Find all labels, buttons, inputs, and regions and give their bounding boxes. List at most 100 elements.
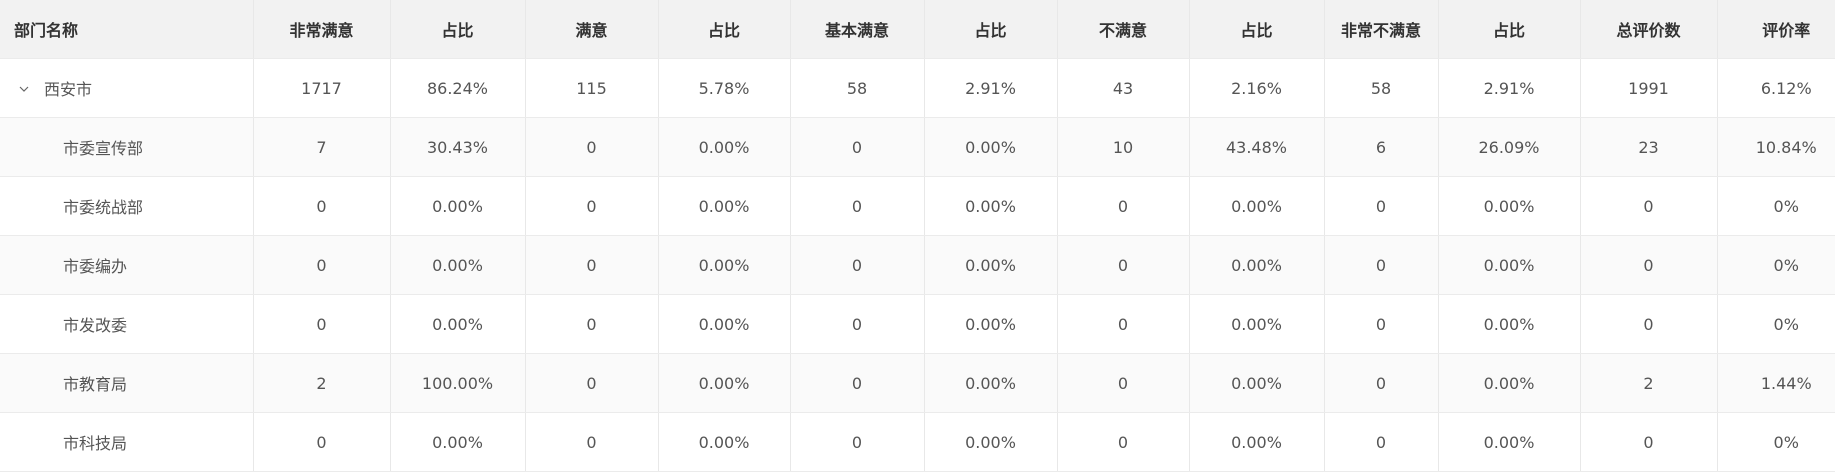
table-cell: 0: [1057, 235, 1190, 295]
table-cell: 115: [525, 58, 659, 118]
table-row[interactable]: 市委编办 0 0.00% 0 0.00% 0 0.00% 0 0.00% 0 0.00% 0 0%: [0, 235, 1835, 295]
header-very-dissatisfied[interactable]: 非常不满意: [1324, 0, 1439, 59]
header-very-satisfied[interactable]: 非常满意: [253, 0, 391, 59]
header-evaluation-rate[interactable]: 评价率: [1717, 0, 1835, 59]
header-department-name[interactable]: 部门名称: [0, 0, 254, 59]
department-name: 市发改委: [63, 316, 128, 335]
table-cell: 0: [1580, 235, 1718, 295]
table-cell: 0: [525, 235, 659, 295]
table-cell: 0.00%: [390, 294, 526, 354]
table-cell: 10.84%: [1717, 117, 1835, 177]
table-cell: 1717: [253, 58, 391, 118]
header-dissatisfied[interactable]: 不满意: [1057, 0, 1190, 59]
header-basically-satisfied-ratio[interactable]: 占比: [924, 0, 1058, 59]
table-cell: 0: [1057, 412, 1190, 472]
table-cell: 0: [1057, 353, 1190, 413]
table-cell: 0: [790, 176, 925, 236]
table-cell: 0.00%: [658, 235, 791, 295]
table-cell: 2.16%: [1189, 58, 1325, 118]
header-satisfied[interactable]: 满意: [525, 0, 659, 59]
header-satisfied-ratio[interactable]: 占比: [658, 0, 791, 59]
table-cell: 0: [790, 235, 925, 295]
table-cell: 0: [253, 235, 391, 295]
table-cell: 0: [1324, 294, 1439, 354]
table-cell: 0.00%: [658, 412, 791, 472]
table-cell: 0: [1324, 412, 1439, 472]
department-name: 市委统战部: [63, 198, 144, 217]
header-dissatisfied-ratio[interactable]: 占比: [1189, 0, 1325, 59]
table-cell: 2.91%: [1438, 58, 1581, 118]
table-cell: 0: [790, 412, 925, 472]
table-row[interactable]: 西安市 1717 86.24% 115 5.78% 58 2.91% 43 2.16% 58 2.9…: [0, 58, 1835, 118]
table-cell: 6.12%: [1717, 58, 1835, 118]
table-cell: 0.00%: [390, 235, 526, 295]
table-cell: 0: [790, 353, 925, 413]
department-name: 市委编办: [63, 257, 128, 276]
table-cell: 0: [1580, 176, 1718, 236]
department-name: 市委宣传部: [63, 139, 144, 158]
table-cell: 0.00%: [1438, 235, 1581, 295]
table-cell: 0.00%: [658, 176, 791, 236]
department-name-cell: 市委统战部: [0, 176, 254, 236]
table-cell: 0.00%: [924, 353, 1058, 413]
header-very-satisfied-ratio[interactable]: 占比: [390, 0, 526, 59]
table-cell: 43.48%: [1189, 117, 1325, 177]
table-cell: 0.00%: [924, 235, 1058, 295]
table-cell: 26.09%: [1438, 117, 1581, 177]
table-cell: 0: [1057, 176, 1190, 236]
table-cell: 58: [790, 58, 925, 118]
chevron-down-icon[interactable]: [18, 83, 30, 95]
table-cell: 0: [525, 412, 659, 472]
table-row[interactable]: 市发改委 0 0.00% 0 0.00% 0 0.00% 0 0.00% 0 0.00% 0 0%: [0, 294, 1835, 354]
table-cell: 100.00%: [390, 353, 526, 413]
table-cell: 0.00%: [1189, 176, 1325, 236]
table-cell: 6: [1324, 117, 1439, 177]
table-cell: 86.24%: [390, 58, 526, 118]
table-row[interactable]: 市科技局 0 0.00% 0 0.00% 0 0.00% 0 0.00% 0 0.00% 0 0%: [0, 412, 1835, 472]
header-basically-satisfied[interactable]: 基本满意: [790, 0, 925, 59]
table-cell: 0.00%: [1189, 294, 1325, 354]
table-cell: 0.00%: [658, 294, 791, 354]
table-cell: 0: [525, 353, 659, 413]
table-cell: 1991: [1580, 58, 1718, 118]
table-cell: 0.00%: [1438, 412, 1581, 472]
table-cell: 1.44%: [1717, 353, 1835, 413]
table-cell: 0: [1324, 176, 1439, 236]
department-name-cell: 市发改委: [0, 294, 254, 354]
department-name-cell: 市委宣传部: [0, 117, 254, 177]
table-cell: 2: [253, 353, 391, 413]
table-cell: 0: [1057, 294, 1190, 354]
table-cell: 2.91%: [924, 58, 1058, 118]
table-cell: 0.00%: [1438, 353, 1581, 413]
table-cell: 0.00%: [390, 176, 526, 236]
department-name: 市科技局: [63, 434, 128, 453]
table-cell: 0.00%: [924, 294, 1058, 354]
department-name-cell: 市委编办: [0, 235, 254, 295]
table-cell: 0: [525, 117, 659, 177]
table-row[interactable]: 市委统战部 0 0.00% 0 0.00% 0 0.00% 0 0.00% 0 0.00% 0 0%: [0, 176, 1835, 236]
table-cell: 58: [1324, 58, 1439, 118]
department-name-cell: 市科技局: [0, 412, 254, 472]
table-cell: 0.00%: [658, 353, 791, 413]
table-row[interactable]: 市委宣传部 7 30.43% 0 0.00% 0 0.00% 10 43.48% 6 26.09% 2…: [0, 117, 1835, 177]
department-name-cell: 市教育局: [0, 353, 254, 413]
header-total-evaluations[interactable]: 总评价数: [1580, 0, 1718, 59]
table-cell: 0%: [1717, 294, 1835, 354]
table-cell: 0.00%: [1438, 176, 1581, 236]
table-cell: 10: [1057, 117, 1190, 177]
table-cell: 0: [790, 117, 925, 177]
table-cell: 2: [1580, 353, 1718, 413]
table-cell: 0.00%: [924, 117, 1058, 177]
table-cell: 0.00%: [924, 176, 1058, 236]
header-very-dissatisfied-ratio[interactable]: 占比: [1438, 0, 1581, 59]
table-cell: 0.00%: [1189, 353, 1325, 413]
table-cell: 0%: [1717, 176, 1835, 236]
table-cell: 0: [253, 176, 391, 236]
table-header-row: 部门名称 非常满意 占比 满意 占比 基本满意 占比 不满意 占比 非常不满意 …: [0, 0, 1835, 59]
table-cell: 0%: [1717, 412, 1835, 472]
table-row[interactable]: 市教育局 2 100.00% 0 0.00% 0 0.00% 0 0.00% 0 0.00% 2 1.4…: [0, 353, 1835, 413]
table-cell: 43: [1057, 58, 1190, 118]
department-name: 市教育局: [63, 375, 128, 394]
department-name: 西安市: [44, 80, 93, 99]
